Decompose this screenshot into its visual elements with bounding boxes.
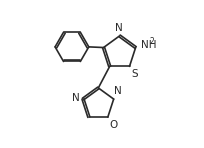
Text: S: S [131,69,138,79]
Text: 2: 2 [150,37,154,46]
Text: O: O [109,120,118,130]
Text: N: N [114,86,122,96]
Text: N: N [72,93,80,103]
Text: NH: NH [142,40,157,50]
Text: N: N [114,23,122,33]
